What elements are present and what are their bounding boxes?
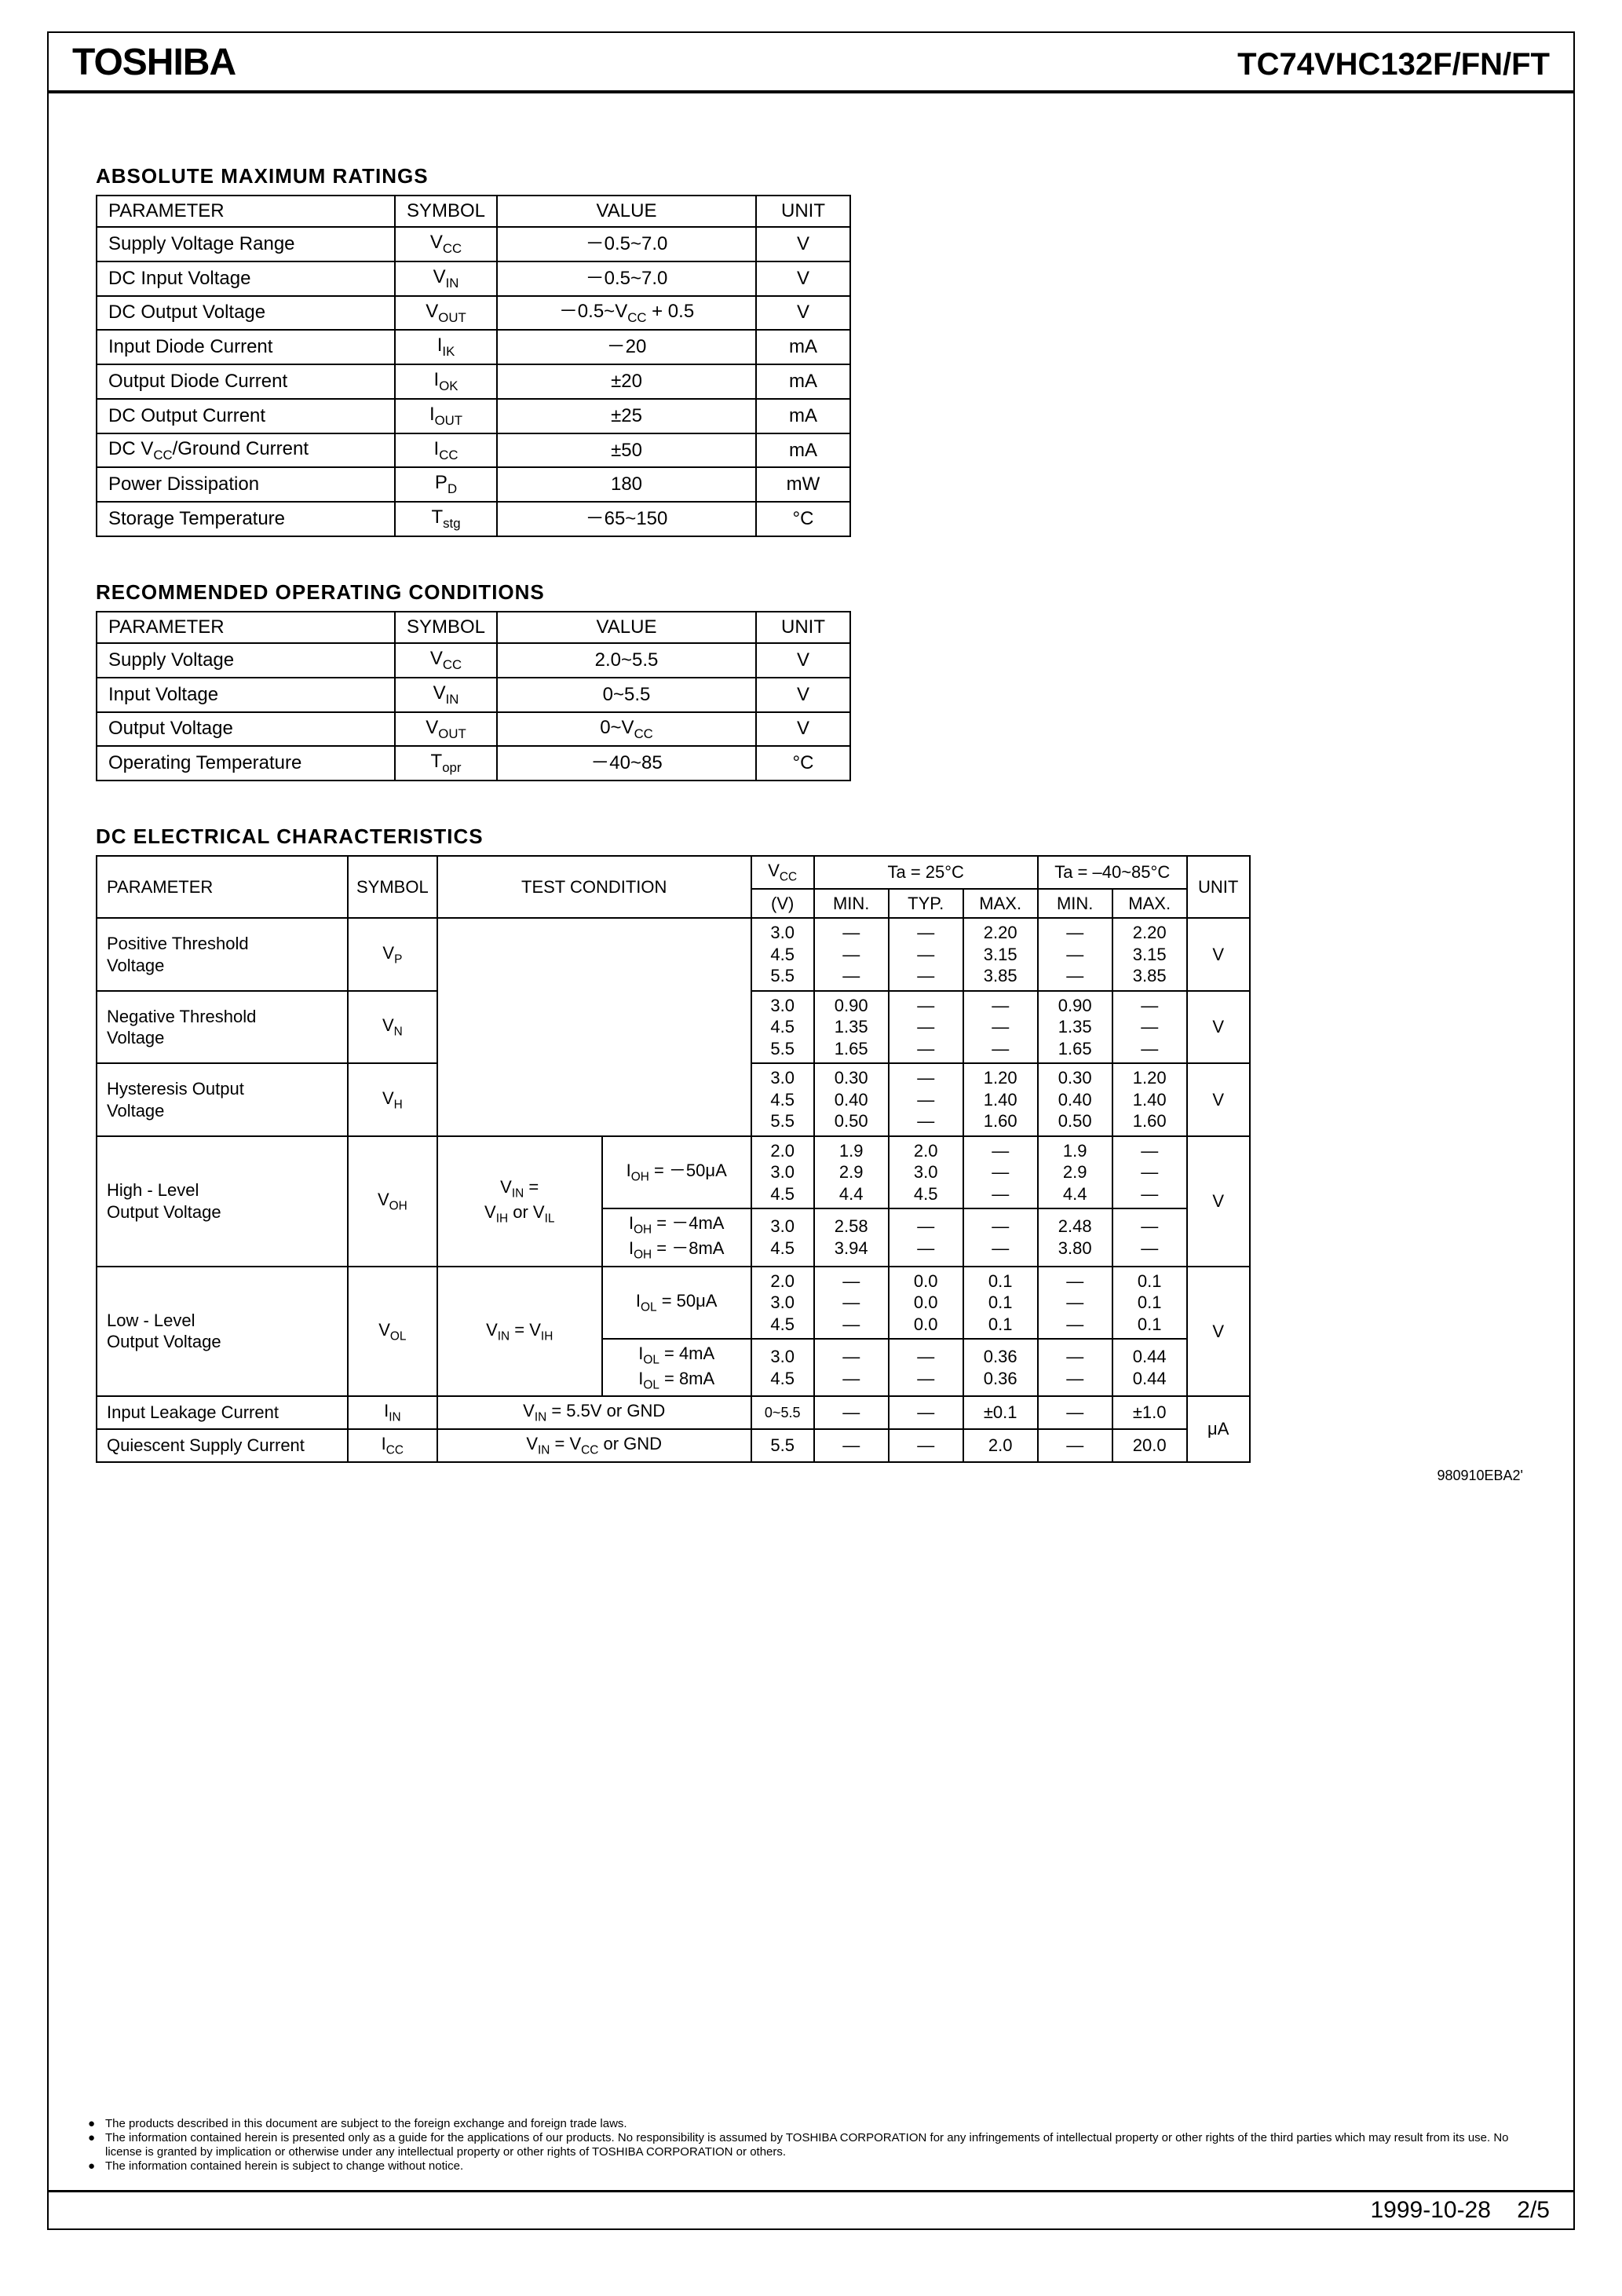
dc-title: DC ELECTRICAL CHARACTERISTICS bbox=[96, 824, 1526, 849]
disclaimer-item: The information contained herein is subj… bbox=[88, 2159, 1534, 2173]
col-min: MIN. bbox=[814, 889, 889, 919]
col-parameter: PARAMETER bbox=[97, 856, 348, 918]
col-parameter: PARAMETER bbox=[97, 612, 395, 643]
rec-op-table: PARAMETER SYMBOL VALUE UNIT Supply Volta… bbox=[96, 611, 851, 781]
table-row: Input VoltageVIN0~5.5V bbox=[97, 678, 850, 712]
table-row: Positive ThresholdVoltage VP 3.04.55.5 —… bbox=[97, 918, 1250, 991]
abs-max-table: PARAMETER SYMBOL VALUE UNIT Supply Volta… bbox=[96, 195, 851, 537]
col-test-condition: TEST CONDITION bbox=[437, 856, 751, 918]
col-symbol: SYMBOL bbox=[395, 612, 497, 643]
col-unit: UNIT bbox=[756, 612, 850, 643]
col-symbol: SYMBOL bbox=[395, 196, 497, 227]
disclaimer-item: The products described in this document … bbox=[88, 2117, 1534, 2130]
col-max: MAX. bbox=[963, 889, 1038, 919]
table-row: High - LevelOutput Voltage VOH VIN =VIH … bbox=[97, 1136, 1250, 1209]
page-frame: TOSHIBA TC74VHC132F/FN/FT ABSOLUTE MAXIM… bbox=[47, 31, 1575, 2230]
disclaimer-item: The information contained herein is pres… bbox=[88, 2131, 1534, 2159]
table-header-row: PARAMETER SYMBOL VALUE UNIT bbox=[97, 612, 850, 643]
footer-page: 2/5 bbox=[1517, 2197, 1550, 2223]
abs-max-title: ABSOLUTE MAXIMUM RATINGS bbox=[96, 164, 1526, 188]
table-row: Negative ThresholdVoltage VN 3.04.55.5 0… bbox=[97, 991, 1250, 1064]
rec-op-title: RECOMMENDED OPERATING CONDITIONS bbox=[96, 580, 1526, 605]
table-row: Power DissipationPD180mW bbox=[97, 467, 850, 502]
table-header-row: PARAMETER SYMBOL TEST CONDITION VCC Ta =… bbox=[97, 856, 1250, 889]
brand-logo: TOSHIBA bbox=[72, 41, 236, 84]
table-row: Storage TemperatureTstg－65~150°C bbox=[97, 502, 850, 536]
table-row: Output Diode CurrentIOK±20mA bbox=[97, 364, 850, 399]
table-row: Operating TemperatureTopr－40~85°C bbox=[97, 746, 850, 781]
col-symbol: SYMBOL bbox=[348, 856, 437, 918]
col-max: MAX. bbox=[1112, 889, 1187, 919]
disclaimer: The products described in this document … bbox=[88, 2117, 1534, 2174]
col-vcc-unit: (V) bbox=[751, 889, 814, 919]
table-row: Output VoltageVOUT0~VCCV bbox=[97, 712, 850, 747]
table-row: Supply Voltage RangeVCC－0.5~7.0V bbox=[97, 227, 850, 261]
col-ta-range: Ta = –40~85°C bbox=[1038, 856, 1187, 889]
table-header-row: PARAMETER SYMBOL VALUE UNIT bbox=[97, 196, 850, 227]
footer-bar: 1999-10-28 2/5 bbox=[49, 2190, 1573, 2228]
col-value: VALUE bbox=[497, 196, 756, 227]
table-row: DC Output VoltageVOUT－0.5~VCC + 0.5V bbox=[97, 296, 850, 331]
table-row: Low - LevelOutput Voltage VOL VIN = VIH … bbox=[97, 1267, 1250, 1340]
col-ta25: Ta = 25°C bbox=[814, 856, 1038, 889]
col-parameter: PARAMETER bbox=[97, 196, 395, 227]
table-row: DC VCC/Ground CurrentICC±50mA bbox=[97, 433, 850, 468]
table-row: DC Output CurrentIOUT±25mA bbox=[97, 399, 850, 433]
table-row: DC Input VoltageVIN－0.5~7.0V bbox=[97, 261, 850, 296]
table-row: Input Leakage Current IIN VIN = 5.5V or … bbox=[97, 1396, 1250, 1429]
content-area: ABSOLUTE MAXIMUM RATINGS PARAMETER SYMBO… bbox=[49, 93, 1573, 1500]
part-number: TC74VHC132F/FN/FT bbox=[1237, 47, 1550, 82]
header-bar: TOSHIBA TC74VHC132F/FN/FT bbox=[49, 33, 1573, 93]
col-min: MIN. bbox=[1038, 889, 1112, 919]
col-vcc: VCC bbox=[751, 856, 814, 889]
table-row: Quiescent Supply Current ICC VIN = VCC o… bbox=[97, 1429, 1250, 1462]
dc-char-table: PARAMETER SYMBOL TEST CONDITION VCC Ta =… bbox=[96, 855, 1251, 1462]
table-row: Input Diode CurrentIIK－20mA bbox=[97, 330, 850, 364]
col-typ: TYP. bbox=[889, 889, 963, 919]
document-code: 980910EBA2' bbox=[96, 1468, 1526, 1484]
table-row: Hysteresis OutputVoltage VH 3.04.55.5 0.… bbox=[97, 1063, 1250, 1136]
col-unit: UNIT bbox=[1187, 856, 1250, 918]
col-value: VALUE bbox=[497, 612, 756, 643]
col-unit: UNIT bbox=[756, 196, 850, 227]
footer-date: 1999-10-28 bbox=[1370, 2197, 1490, 2223]
table-row: Supply VoltageVCC2.0~5.5V bbox=[97, 643, 850, 678]
